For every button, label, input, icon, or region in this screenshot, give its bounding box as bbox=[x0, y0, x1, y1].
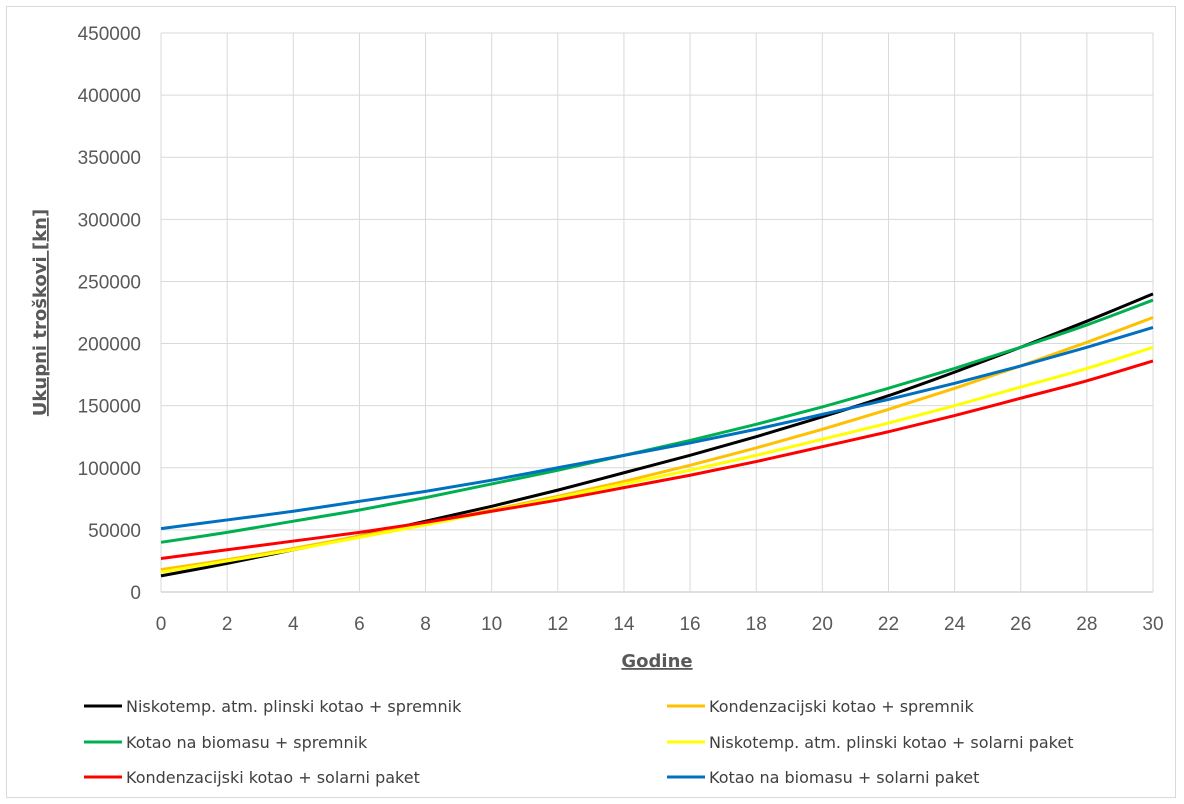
series-line-3 bbox=[160, 298, 1154, 544]
x-tick-label: 10 bbox=[481, 614, 502, 635]
x-axis-title: Godine bbox=[621, 651, 692, 672]
x-tick-label: 22 bbox=[878, 614, 899, 635]
x-tick-label: 28 bbox=[1076, 614, 1097, 635]
x-tick-label: 2 bbox=[222, 614, 233, 635]
chart-frame bbox=[6, 6, 1176, 798]
x-tick-label: 18 bbox=[746, 614, 767, 635]
y-tick-label: 150000 bbox=[78, 397, 141, 418]
y-tick-label: 350000 bbox=[78, 148, 141, 169]
series-line-1 bbox=[160, 292, 1154, 578]
series-line-2 bbox=[160, 316, 1154, 572]
x-tick-label: 24 bbox=[944, 614, 966, 635]
legend-label: Kotao na biomasu + solarni paket bbox=[709, 768, 979, 787]
x-tick-label: 14 bbox=[613, 614, 635, 635]
y-tick-label: 0 bbox=[130, 583, 141, 604]
y-tick-label: 250000 bbox=[78, 272, 141, 293]
x-tick-label: 30 bbox=[1142, 614, 1163, 635]
series-lines bbox=[160, 292, 1154, 578]
legend-label: Kondenzacijski kotao + spremnik bbox=[709, 697, 974, 716]
x-tick-label: 12 bbox=[547, 614, 568, 635]
x-tick-labels: 0 2 4 6 8 10 12 14 16 18 20 22 24 26 28 30 bbox=[156, 614, 1164, 635]
grid-lines bbox=[160, 32, 1154, 593]
series-line-5 bbox=[160, 359, 1154, 560]
series-line-6 bbox=[160, 325, 1154, 531]
series-line-4 bbox=[160, 345, 1154, 574]
legend: Niskotemp. atm. plinski kotao + spremnik… bbox=[84, 697, 1073, 787]
x-tick-label: 20 bbox=[812, 614, 833, 635]
legend-label: Niskotemp. atm. plinski kotao + solarni … bbox=[709, 733, 1073, 752]
x-tick-label: 16 bbox=[679, 614, 700, 635]
x-tick-label: 4 bbox=[288, 614, 299, 635]
y-tick-label: 400000 bbox=[78, 86, 141, 107]
x-tick-label: 26 bbox=[1010, 614, 1031, 635]
y-tick-label: 50000 bbox=[88, 521, 141, 542]
y-tick-label: 300000 bbox=[78, 210, 141, 231]
x-tick-label: 8 bbox=[420, 614, 431, 635]
y-tick-labels: 0 50000 100000 150000 200000 250000 300000 3500… bbox=[78, 24, 141, 604]
y-tick-label: 100000 bbox=[78, 459, 141, 480]
legend-label: Kondenzacijski kotao + solarni paket bbox=[126, 768, 420, 787]
y-tick-label: 450000 bbox=[78, 24, 141, 45]
y-tick-label: 200000 bbox=[78, 335, 141, 356]
x-tick-label: 6 bbox=[354, 614, 365, 635]
x-tick-label: 0 bbox=[156, 614, 167, 635]
legend-label: Kotao na biomasu + spremnik bbox=[126, 733, 368, 752]
legend-label: Niskotemp. atm. plinski kotao + spremnik bbox=[126, 697, 462, 716]
y-axis-title: Ukupni troškovi [kn] bbox=[30, 209, 51, 416]
